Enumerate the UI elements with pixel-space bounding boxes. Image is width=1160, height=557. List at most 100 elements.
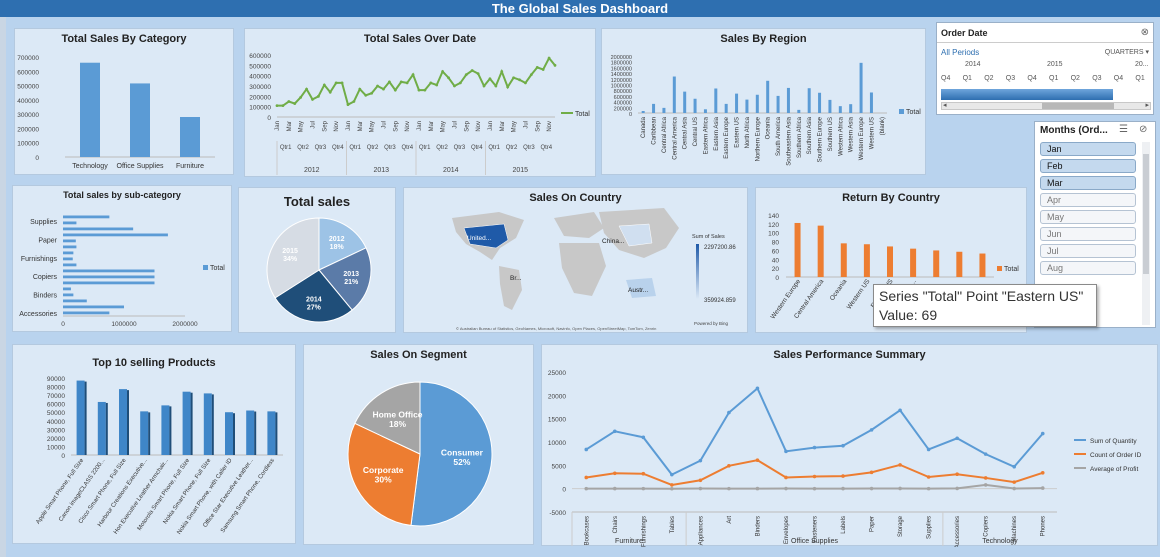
legend-min-label: 359924.859 — [704, 298, 736, 304]
timeline-scrollbar[interactable]: ◂ ▸ — [941, 102, 1151, 110]
month-item-feb[interactable]: Feb — [1040, 159, 1136, 173]
x-tick-label: Central Asia — [683, 116, 689, 149]
x-tick-label: Central US — [693, 117, 699, 146]
row-header-strip — [0, 17, 6, 557]
timeline-quarter[interactable]: Q3 — [1092, 75, 1102, 82]
bar — [203, 393, 212, 455]
x-tick-label: South America — [776, 116, 782, 156]
panel-sales-by-region[interactable]: Sales By Region 2000000 1800000 1600000 140… — [601, 28, 926, 175]
panel-sales-performance[interactable]: Sales Performance Summary 25000 20000 1500… — [541, 344, 1158, 547]
month-item-apr[interactable]: Apr — [1040, 193, 1136, 207]
quarter-label: Qtr4 — [540, 145, 552, 151]
data-point — [358, 87, 362, 91]
timeline-quarter[interactable]: Q3 — [1005, 75, 1016, 82]
month-item-mar[interactable]: Mar — [1040, 176, 1136, 190]
timeline-quarter[interactable]: Q4 — [941, 75, 951, 82]
month-item-jan[interactable]: Jan — [1040, 142, 1136, 156]
bar — [776, 95, 780, 113]
quarter-label: Qtr3 — [454, 145, 466, 151]
month-item-jul[interactable]: Jul — [1040, 244, 1136, 258]
timeline-selection-bar[interactable] — [941, 89, 1113, 100]
x-tick-label: Chairs — [613, 516, 619, 533]
y-tick-label: 25000 — [548, 370, 566, 377]
data-point — [898, 463, 902, 467]
clear-filter-icon[interactable]: ⊘ — [1139, 124, 1148, 135]
data-point — [955, 472, 959, 476]
chart-sales-performance: 25000 20000 15000 10000 5000 0 -5000 Sum of Qua… — [548, 370, 1142, 547]
x-tick-label: Central America — [672, 116, 678, 159]
timeline-quarter[interactable]: Q4 — [1027, 75, 1037, 82]
multi-select-icon[interactable]: ☰ — [1119, 124, 1128, 135]
slice-percent-label: 52% — [453, 457, 470, 467]
all-periods-link[interactable]: All Periods — [941, 48, 980, 57]
map-powered-by: Powered by Bing — [694, 321, 729, 326]
panel-sales-on-segment[interactable]: Sales On Segment Consumer 52% Corporate 30%… — [303, 344, 534, 545]
x-tick-label: Sep — [322, 120, 328, 131]
clear-filter-icon[interactable]: ⊗ — [1140, 27, 1149, 38]
slice-category-label: 2015 — [282, 248, 298, 255]
panel-sales-on-country[interactable]: Sales On Country United... China... Br... A… — [403, 187, 748, 333]
timeline-quarter[interactable]: Q4 — [1113, 75, 1124, 82]
slice-category-label: Consumer — [441, 448, 484, 458]
data-point — [518, 78, 521, 82]
x-tick-label: Jul — [452, 121, 458, 129]
y-tick-label: 0 — [629, 112, 632, 118]
x-tick-label: Western Africa — [838, 116, 844, 156]
data-point — [955, 486, 959, 491]
data-point — [841, 486, 845, 491]
bar-side — [211, 394, 214, 455]
year-label: 2012 — [304, 167, 320, 174]
bar — [63, 233, 168, 237]
x-tick-label: Nov — [405, 121, 411, 132]
map-credit: © Australian Bureau of Statistics, GeoNa… — [456, 326, 656, 331]
scroll-left-arrow-icon[interactable]: ◂ — [943, 102, 947, 109]
pie-slice — [318, 247, 372, 311]
timeline-quarter[interactable]: Q2 — [1070, 75, 1080, 82]
slice-category-label: 2012 — [329, 236, 345, 243]
time-level-dropdown[interactable]: QUARTERS ▾ — [1104, 49, 1149, 56]
bar-side — [84, 381, 87, 455]
y-tick-label: 60 — [772, 248, 780, 255]
panel-top10-products[interactable]: Top 10 selling Products 90000 80000 70000 6… — [12, 344, 296, 544]
chart-title: Sales On Country — [529, 192, 622, 204]
scroll-right-arrow-icon[interactable]: ▸ — [1145, 102, 1149, 109]
x-tick-label: Southern Europe — [818, 116, 824, 162]
bar-side — [233, 413, 235, 455]
y-tick-label: 300000 — [17, 112, 39, 119]
data-point — [541, 68, 545, 71]
pie-slice — [274, 269, 353, 323]
y-tick-label: 2000000 — [611, 55, 632, 61]
y-tick-label: Supplies — [30, 219, 57, 226]
slicer-scrollbar[interactable] — [1142, 142, 1150, 325]
data-point — [382, 87, 385, 91]
timeline-quarter[interactable]: Q1 — [1049, 75, 1059, 82]
x-tick-label: Copiers — [984, 516, 990, 537]
timeline-quarter[interactable]: Q1 — [962, 75, 972, 82]
bar — [76, 380, 85, 455]
scroll-thumb[interactable] — [1143, 154, 1149, 274]
month-item-may[interactable]: May — [1040, 210, 1136, 224]
panel-sales-by-category[interactable]: Total Sales By Category 700000 600000 5000… — [14, 28, 234, 175]
panel-total-sales-pie[interactable]: Total sales 2012 18% 2013 21% 2014 27% 2015 34% — [238, 187, 396, 333]
y-tick-label: 800000 — [614, 89, 632, 95]
scroll-thumb[interactable] — [1042, 103, 1114, 109]
month-item-jun[interactable]: Jun — [1040, 227, 1136, 241]
order-date-slicer[interactable]: Order Date ⊗ All Periods QUARTERS ▾ 2014… — [936, 22, 1154, 115]
chart-title: Total sales by sub-category — [63, 190, 181, 200]
y-tick-label: 40 — [772, 257, 780, 264]
x-tick-label: Mar — [358, 121, 364, 131]
timeline-quarter[interactable]: Q2 — [984, 75, 994, 82]
y-tick-label: 100000 — [249, 105, 271, 112]
x-tick-label: Northern Europe — [755, 116, 761, 161]
month-item-aug[interactable]: Aug — [1040, 261, 1136, 275]
data-point — [453, 84, 456, 88]
panel-sales-by-subcategory[interactable]: Total sales by sub-category Supplies Pape… — [12, 185, 232, 332]
x-tick-label: Art — [727, 516, 733, 524]
x-tick-label: Supplies — [927, 516, 933, 539]
x-tick-label: Western Asia — [849, 116, 855, 152]
legend-label: Average of Profit — [1090, 466, 1138, 473]
panel-sales-over-date[interactable]: Total Sales Over Date 600000 500000 400000… — [244, 28, 596, 177]
timeline-quarter[interactable]: Q1 — [1135, 75, 1145, 82]
pie-slice — [410, 381, 493, 527]
y-tick-label: 600000 — [17, 69, 39, 76]
